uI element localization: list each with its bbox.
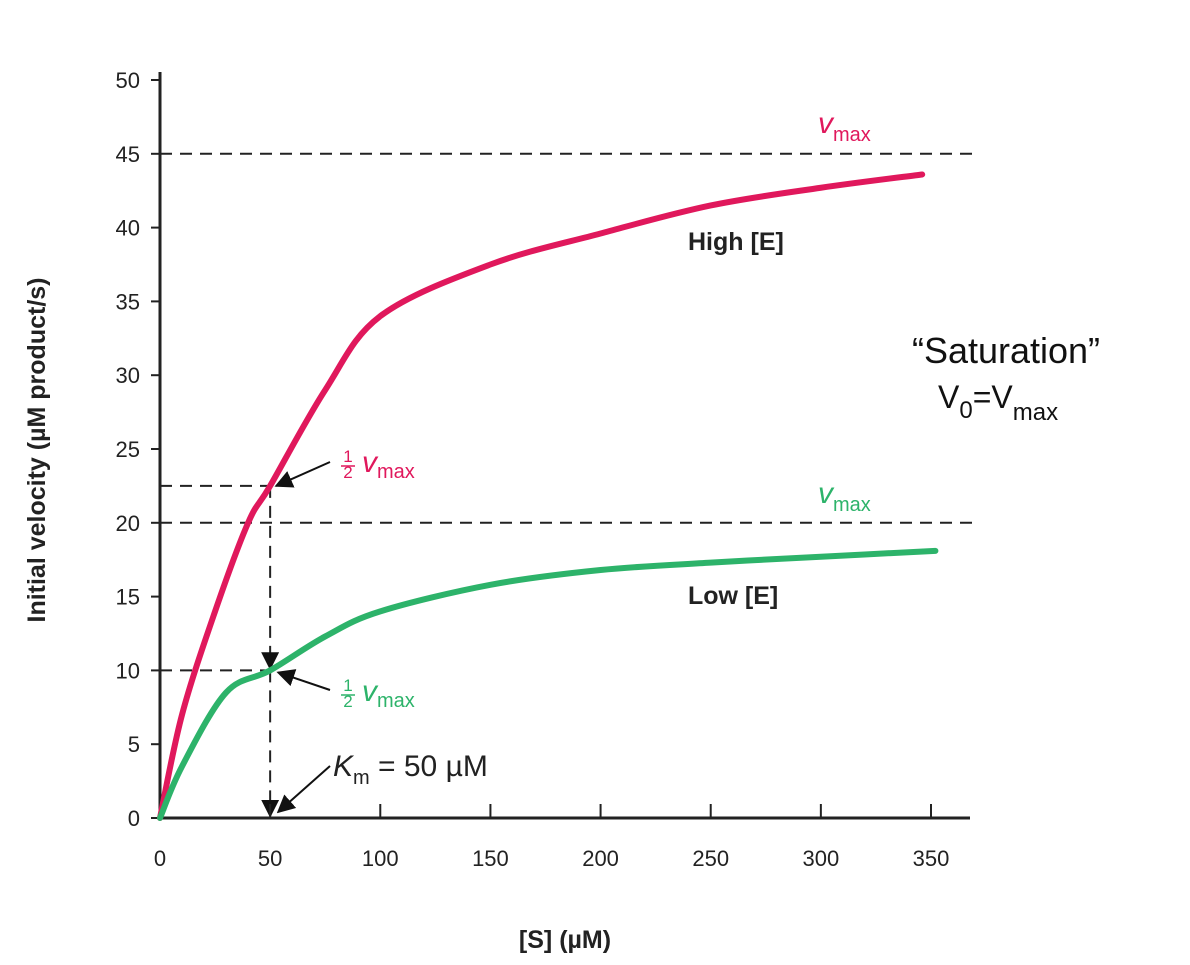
svg-text:1: 1 bbox=[343, 447, 352, 466]
x-tick-label: 100 bbox=[362, 846, 399, 871]
svg-text:vmax: vmax bbox=[362, 675, 415, 712]
arrow-half-vmax-high bbox=[274, 461, 331, 488]
arrow-half-vmax-low bbox=[276, 669, 331, 691]
y-tick-label: 20 bbox=[116, 511, 140, 536]
x-tick-label: 150 bbox=[472, 846, 509, 871]
y-tick-label: 5 bbox=[128, 732, 140, 757]
y-tick-label: 45 bbox=[116, 142, 140, 167]
v0-equals-vmax-label: V0=Vmax bbox=[938, 379, 1058, 426]
y-tick-label: 10 bbox=[116, 658, 140, 683]
y-tick-label: 35 bbox=[116, 289, 140, 314]
saturation-label: “Saturation” bbox=[912, 330, 1100, 371]
x-axis-title: [S] (µM) bbox=[519, 926, 611, 954]
y-axis-title: Initial velocity (µM product/s) bbox=[23, 278, 51, 623]
y-tick-label: 50 bbox=[116, 68, 140, 93]
svg-text:2: 2 bbox=[343, 692, 352, 711]
y-tick-label: 0 bbox=[128, 806, 140, 831]
svg-text:vmax: vmax bbox=[362, 446, 415, 483]
series-label-high: High [E] bbox=[688, 228, 784, 256]
y-tick-label: 30 bbox=[116, 363, 140, 388]
svg-text:1: 1 bbox=[343, 676, 352, 695]
half-vmax-label-high: 1 2 vmax bbox=[341, 446, 415, 483]
vmax-label-high: vmax bbox=[818, 107, 871, 146]
x-tick-label: 350 bbox=[913, 846, 950, 871]
series-line-low bbox=[157, 547, 939, 821]
y-tick-label: 40 bbox=[116, 216, 140, 241]
series-label-low: Low [E] bbox=[688, 582, 778, 610]
y-tick-label: 15 bbox=[116, 585, 140, 610]
x-tick-label: 200 bbox=[582, 846, 619, 871]
x-tick-label: 300 bbox=[802, 846, 839, 871]
half-vmax-label-low: 1 2 vmax bbox=[341, 675, 415, 712]
vmax-label-low: vmax bbox=[818, 477, 871, 516]
x-tick-label: 0 bbox=[154, 846, 166, 871]
x-tick-label: 250 bbox=[692, 846, 729, 871]
arrow-km bbox=[276, 765, 331, 814]
series-line-high bbox=[157, 171, 926, 821]
svg-text:2: 2 bbox=[343, 463, 352, 482]
x-tick-label: 50 bbox=[258, 846, 282, 871]
y-tick-label: 25 bbox=[116, 437, 140, 462]
km-label: Km = 50 µM bbox=[333, 750, 488, 789]
